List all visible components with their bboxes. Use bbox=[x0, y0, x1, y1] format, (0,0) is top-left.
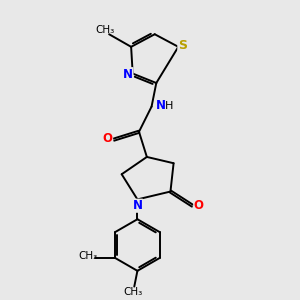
Text: S: S bbox=[178, 39, 187, 52]
Text: N: N bbox=[155, 98, 165, 112]
Text: CH₃: CH₃ bbox=[96, 25, 115, 35]
Text: O: O bbox=[194, 199, 204, 212]
Text: N: N bbox=[123, 68, 133, 81]
Text: O: O bbox=[103, 132, 112, 145]
Text: CH₃: CH₃ bbox=[78, 251, 97, 261]
Text: N: N bbox=[132, 199, 142, 212]
Text: CH₃: CH₃ bbox=[123, 287, 142, 297]
Text: H: H bbox=[165, 101, 173, 111]
